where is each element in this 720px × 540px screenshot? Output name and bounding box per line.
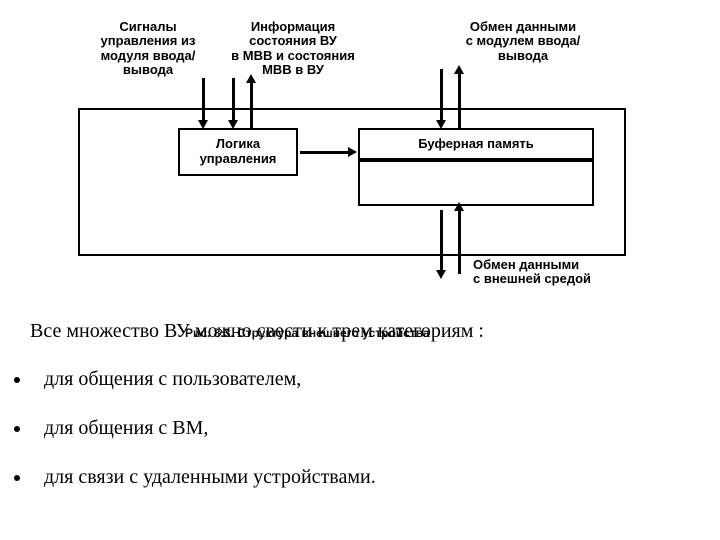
bullet-item: для связи с удаленными устройствами. — [32, 466, 376, 489]
label-state-info: Информациясостояния ВУв МВВ и состоянияМ… — [223, 20, 363, 77]
arrow-io-down-head — [436, 120, 446, 129]
arrow-io-up-head — [454, 65, 464, 74]
label-io-exchange: Обмен даннымис модулем ввода/вывода — [448, 20, 598, 63]
arrow-state-up — [250, 82, 253, 128]
category-list: для общения с пользователем, для общения… — [10, 368, 376, 515]
arrow-ext-down — [440, 210, 443, 274]
bullet-item: для общения с ВМ, — [32, 417, 376, 440]
device-structure-diagram: Сигналыуправления измодуля ввода/вывода … — [78, 20, 643, 295]
arrow-state-up-head — [246, 74, 256, 83]
arrow-logic-to-buffer — [300, 151, 350, 154]
arrow-ext-up — [458, 210, 461, 274]
box-control-logic: Логикауправления — [178, 128, 298, 176]
label-external-exchange: Обмен даннымис внешней средой — [473, 258, 633, 287]
arrow-signals-down-head — [198, 120, 208, 129]
arrow-state-down — [232, 78, 235, 124]
arrow-logic-to-buffer-head — [348, 147, 357, 157]
intro-text: Все множество ВУ можно свести к трем кат… — [30, 320, 690, 343]
arrow-state-down-head — [228, 120, 238, 129]
arrow-io-up — [458, 73, 461, 128]
bullet-item: для общения с пользователем, — [32, 368, 376, 391]
arrow-ext-down-head — [436, 270, 446, 279]
arrow-ext-up-head — [454, 202, 464, 211]
arrow-io-down — [440, 69, 443, 124]
arrow-signals-down — [202, 78, 205, 124]
box-buffer-memory: Буферная память — [358, 128, 594, 160]
label-signals: Сигналыуправления измодуля ввода/вывода — [88, 20, 208, 77]
box-converter — [358, 160, 594, 206]
